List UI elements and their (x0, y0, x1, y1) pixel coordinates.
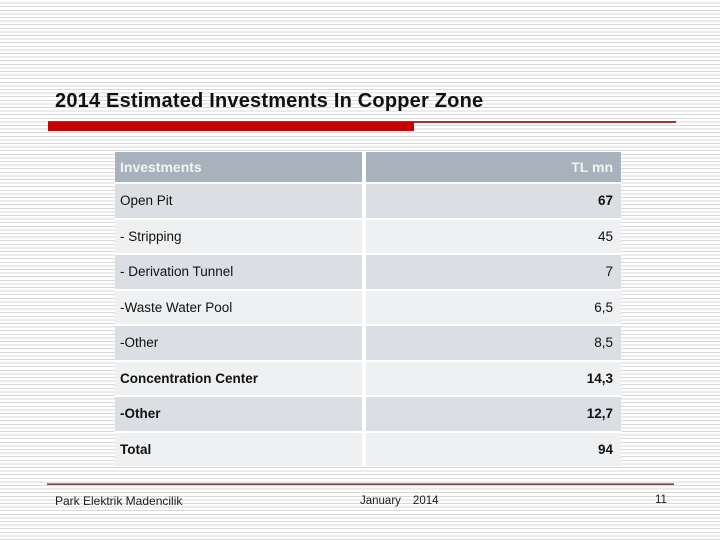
table-row: Open Pit 67 (115, 184, 621, 218)
footer-company: Park Elektrik Madencilik (55, 494, 183, 508)
table-row: -Waste Water Pool 6,5 (115, 290, 621, 324)
row-label: -Other (115, 326, 362, 360)
table-row: Concentration Center 14,3 (115, 361, 621, 395)
table-row: - Stripping 45 (115, 219, 621, 253)
footer-date-year: 2014 (412, 495, 439, 507)
row-label: -Waste Water Pool (115, 290, 362, 324)
table-row: Total 94 (115, 432, 621, 466)
title-underline-bar (48, 122, 414, 131)
page-title: 2014 Estimated Investments In Copper Zon… (55, 90, 484, 112)
row-label: Concentration Center (115, 361, 362, 395)
row-value: 7 (366, 255, 621, 289)
row-value: 8,5 (366, 326, 621, 360)
row-label: - Stripping (115, 219, 362, 253)
investments-table: Investments TL mn Open Pit 67 - Strippin… (115, 152, 621, 466)
footer-date-month: January (360, 495, 401, 507)
row-value: 67 (366, 184, 621, 218)
row-label: - Derivation Tunnel (115, 255, 362, 289)
column-header-investments: Investments (115, 152, 362, 182)
row-label: -Other (115, 397, 362, 431)
title-underline-thin (48, 121, 676, 123)
row-value: 6,5 (366, 290, 621, 324)
row-value: 45 (366, 219, 621, 253)
row-label: Total (115, 432, 362, 466)
row-value: 14,3 (366, 361, 621, 395)
table-row: -Other 8,5 (115, 326, 621, 360)
table-header-row: Investments TL mn (115, 152, 621, 182)
column-header-tl-mn: TL mn (366, 152, 621, 182)
row-value: 12,7 (366, 397, 621, 431)
page-number: 11 (655, 494, 667, 506)
table-row: -Other 12,7 (115, 397, 621, 431)
row-value: 94 (366, 432, 621, 466)
row-label: Open Pit (115, 184, 362, 218)
footer-date: January 2014 (360, 495, 439, 507)
footer-divider-line (47, 483, 674, 485)
table-row: - Derivation Tunnel 7 (115, 255, 621, 289)
